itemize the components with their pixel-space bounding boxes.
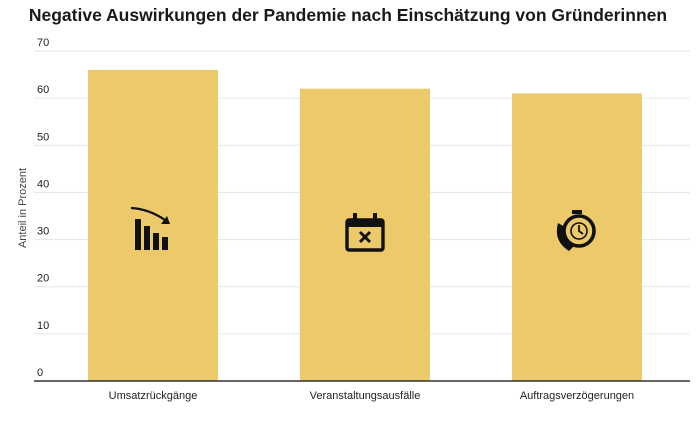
- chart-title: Negative Auswirkungen der Pandemie nach …: [29, 5, 667, 25]
- clock-phone-icon: [556, 210, 596, 251]
- y-tick-label: 20: [37, 273, 49, 285]
- category-label: Auftragsverzögerungen: [520, 390, 634, 402]
- category-label: Veranstaltungsausfälle: [310, 390, 421, 402]
- y-tick-label: 60: [37, 84, 49, 96]
- category-labels: Umsatzrückgänge Veranstaltungsausfälle Auf…: [109, 390, 635, 402]
- bars: [88, 69, 642, 381]
- y-tick-label: 40: [37, 178, 49, 190]
- bar: [300, 88, 430, 381]
- y-tick-labels: 0 10 20 30 40 50 60 70: [37, 37, 49, 379]
- bar: [88, 69, 218, 381]
- y-axis-label: Anteil in Prozent: [17, 168, 29, 248]
- bar: [512, 93, 642, 381]
- y-tick-label: 10: [37, 320, 49, 332]
- y-tick-label: 50: [37, 131, 49, 143]
- y-tick-label: 0: [37, 367, 43, 379]
- bar-icons: [130, 206, 596, 252]
- y-tick-label: 30: [37, 226, 49, 238]
- category-label: Umsatzrückgänge: [109, 390, 198, 402]
- y-tick-label: 70: [37, 37, 49, 49]
- declining-bar-chart-icon: [130, 206, 170, 250]
- calendar-cancel-icon: [345, 213, 385, 252]
